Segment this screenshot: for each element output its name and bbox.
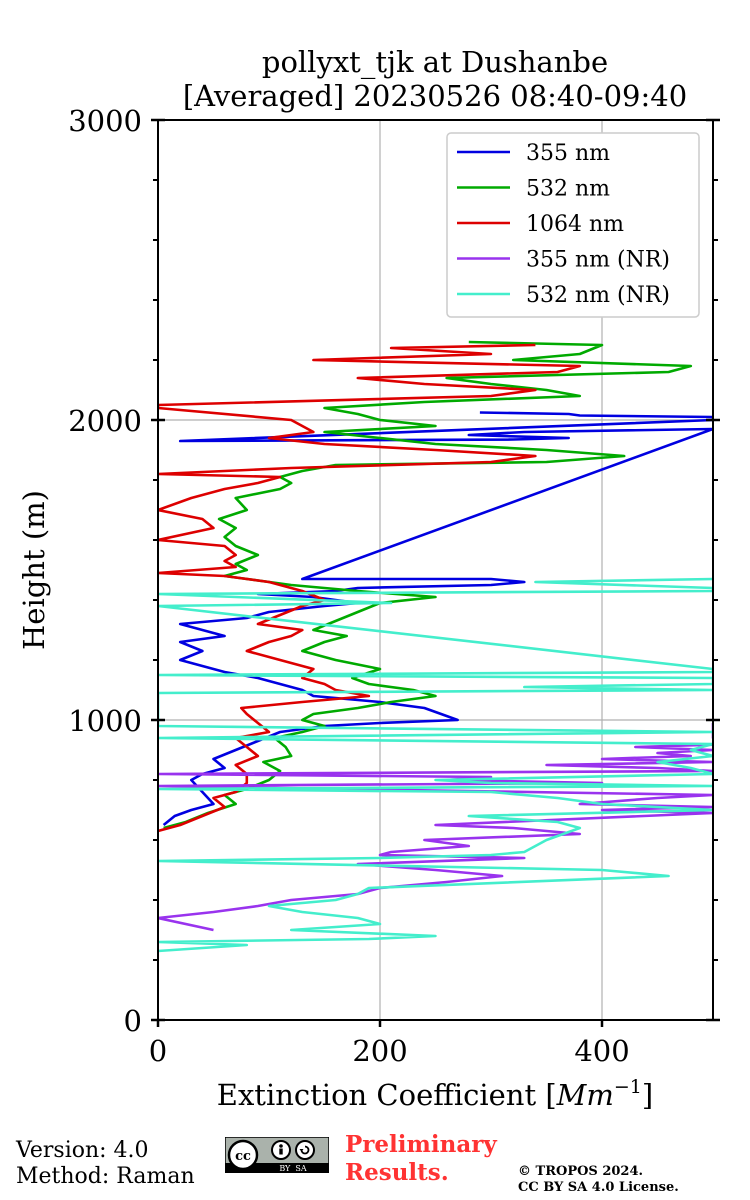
legend-label: 1064 nm	[526, 212, 624, 237]
legend-label: 355 nm (NR)	[526, 248, 670, 273]
x-tick-label: 200	[352, 1034, 407, 1068]
footer-info: Version: 4.0 Method: Raman	[16, 1138, 195, 1190]
legend-label: 532 nm	[526, 177, 610, 202]
x-axis-label: Extinction Coefficient [Mm−1]	[217, 1076, 653, 1112]
chart-title-line1: pollyxt_tjk at Dushanbe	[262, 45, 608, 80]
legend: 355 nm 532 nm 1064 nm 355 nm (NR) 532 nm (NR…	[446, 132, 700, 318]
svg-text:cc: cc	[235, 1149, 251, 1164]
copyright-notice: © TROPOS 2024. CC BY SA 4.0 License.	[518, 1164, 679, 1196]
cc-by-sa-badge: cc BY SA	[225, 1137, 329, 1173]
preliminary-line1: Preliminary	[345, 1131, 497, 1158]
copyright-line1: © TROPOS 2024.	[518, 1164, 644, 1179]
x-tick-label: 0	[149, 1034, 167, 1068]
cc-icon: cc	[227, 1139, 259, 1171]
legend-box	[446, 132, 700, 318]
series-line-532-nm	[163, 340, 693, 830]
x-tick-label: 400	[574, 1034, 629, 1068]
series-lines	[158, 340, 713, 953]
chart-title-line2: [Averaged] 20230526 08:40-09:40	[183, 79, 687, 113]
axis-ticks: 0 1000 2000 3000 0 200 400	[68, 104, 720, 1068]
legend-label: 532 nm (NR)	[526, 283, 670, 308]
version-text: Version: 4.0	[16, 1138, 149, 1163]
extinction-chart: pollyxt_tjk at Dushanbe [Averaged] 20230…	[17, 45, 720, 1112]
preliminary-notice: Preliminary Results.	[345, 1131, 497, 1187]
y-axis-label: Height (m)	[17, 490, 51, 650]
y-tick-label: 3000	[68, 104, 142, 138]
sa-icon	[295, 1140, 315, 1160]
preliminary-line2: Results.	[345, 1159, 449, 1186]
y-tick-label: 2000	[68, 404, 142, 438]
y-tick-label: 1000	[68, 704, 142, 738]
series-line-355-nm	[162, 411, 713, 827]
legend-label: 355 nm	[526, 141, 610, 166]
plot-frame	[157, 119, 714, 1021]
copyright-line2: CC BY SA 4.0 License.	[518, 1180, 679, 1195]
series-line-532-nm-nr	[158, 577, 713, 953]
series-line-355-nm-nr	[158, 723, 713, 932]
by-icon	[271, 1140, 291, 1160]
y-tick-label: 0	[124, 1004, 142, 1038]
method-text: Method: Raman	[16, 1164, 195, 1189]
cc-badge-text: BY SA	[279, 1164, 307, 1173]
